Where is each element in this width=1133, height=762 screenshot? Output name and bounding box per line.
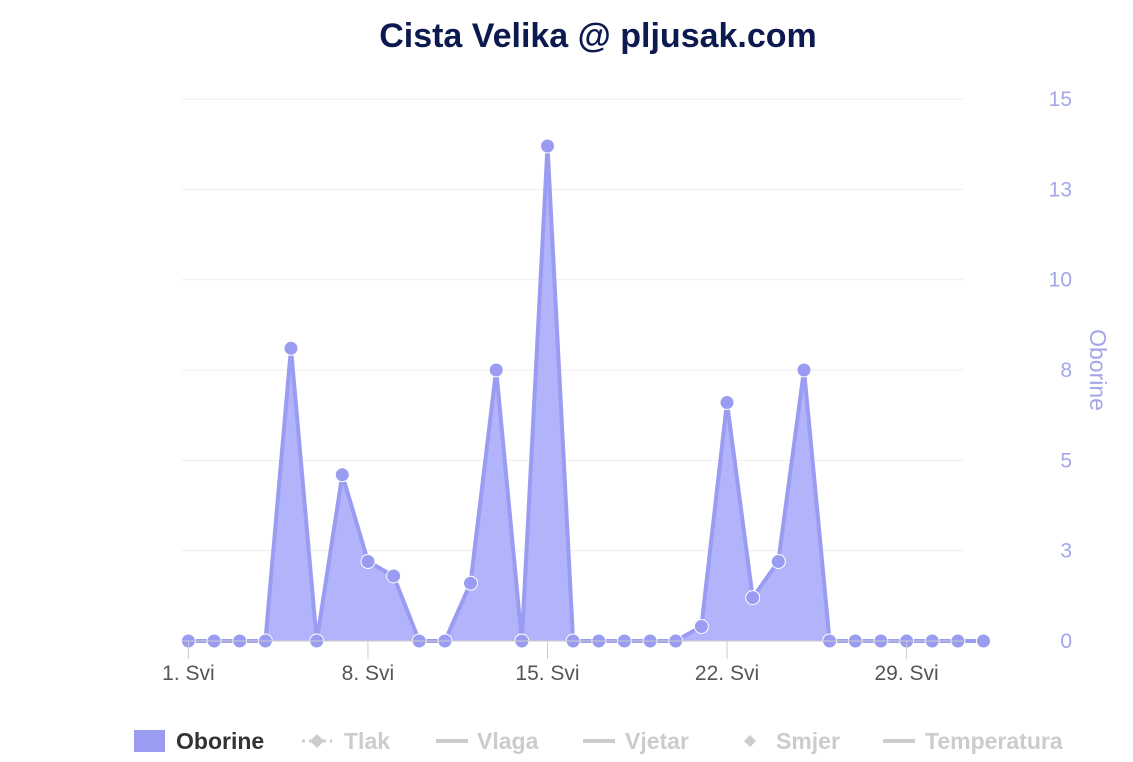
legend-item-vjetar[interactable]: Vjetar (583, 728, 689, 754)
legend-marker-diamond (744, 735, 756, 747)
legend-item-temperatura[interactable]: Temperatura (883, 728, 1063, 754)
legend: Oborine Tlak Vlaga Vjetar Smjer Temperatura (134, 728, 1063, 754)
data-point[interactable] (693, 619, 709, 634)
data-point[interactable] (745, 590, 761, 606)
legend-label: Smjer (776, 728, 840, 754)
data-point[interactable] (488, 362, 504, 378)
data-point[interactable] (976, 633, 991, 649)
y-tick-label: 0 (1060, 630, 1072, 653)
y-tick-label: 15 (1049, 88, 1072, 111)
data-point[interactable] (796, 362, 812, 378)
data-point[interactable] (463, 575, 478, 591)
grid-lines (182, 98, 963, 552)
plot-area (188, 144, 984, 643)
y-axis-title: Oborine (1085, 329, 1111, 411)
data-point[interactable] (386, 568, 402, 584)
data-point[interactable] (360, 554, 376, 569)
legend-label: Oborine (176, 728, 264, 754)
series-area-oborine (188, 146, 984, 641)
legend-item-oborine[interactable]: Oborine (134, 728, 264, 754)
x-tick-label: 29. Svi (874, 662, 938, 685)
y-tick-label: 13 (1049, 178, 1072, 201)
data-point[interactable] (283, 340, 299, 356)
data-point[interactable] (719, 395, 735, 410)
legend-label: Tlak (344, 728, 390, 754)
y-tick-label: 5 (1060, 449, 1072, 472)
x-axis: 1. Svi 8. Svi 15. Svi 22. Svi 29. Svi (162, 640, 963, 685)
legend-item-tlak[interactable]: Tlak (302, 728, 390, 754)
legend-label: Vlaga (477, 728, 539, 754)
legend-label: Temperatura (925, 728, 1063, 754)
data-point[interactable] (334, 467, 350, 483)
x-tick-label: 1. Svi (162, 662, 215, 685)
y-tick-label: 10 (1049, 269, 1072, 292)
x-tick-label: 22. Svi (695, 662, 759, 685)
legend-label: Vjetar (625, 728, 689, 754)
legend-item-smjer[interactable]: Smjer (744, 728, 840, 754)
legend-item-vlaga[interactable]: Vlaga (436, 728, 539, 754)
chart-title: Cista Velika @ pljusak.com (379, 17, 817, 55)
data-point[interactable] (770, 554, 786, 569)
y-tick-label: 3 (1060, 540, 1072, 563)
data-points (180, 138, 991, 649)
legend-marker-diamond (310, 734, 324, 748)
y-tick-label: 8 (1060, 359, 1072, 382)
x-tick-label: 8. Svi (342, 662, 395, 685)
x-tick-label: 15. Svi (515, 662, 579, 685)
legend-marker-area (134, 730, 165, 752)
data-point[interactable] (540, 138, 555, 154)
y-axis: 0 3 5 8 10 13 15 (1049, 88, 1072, 653)
